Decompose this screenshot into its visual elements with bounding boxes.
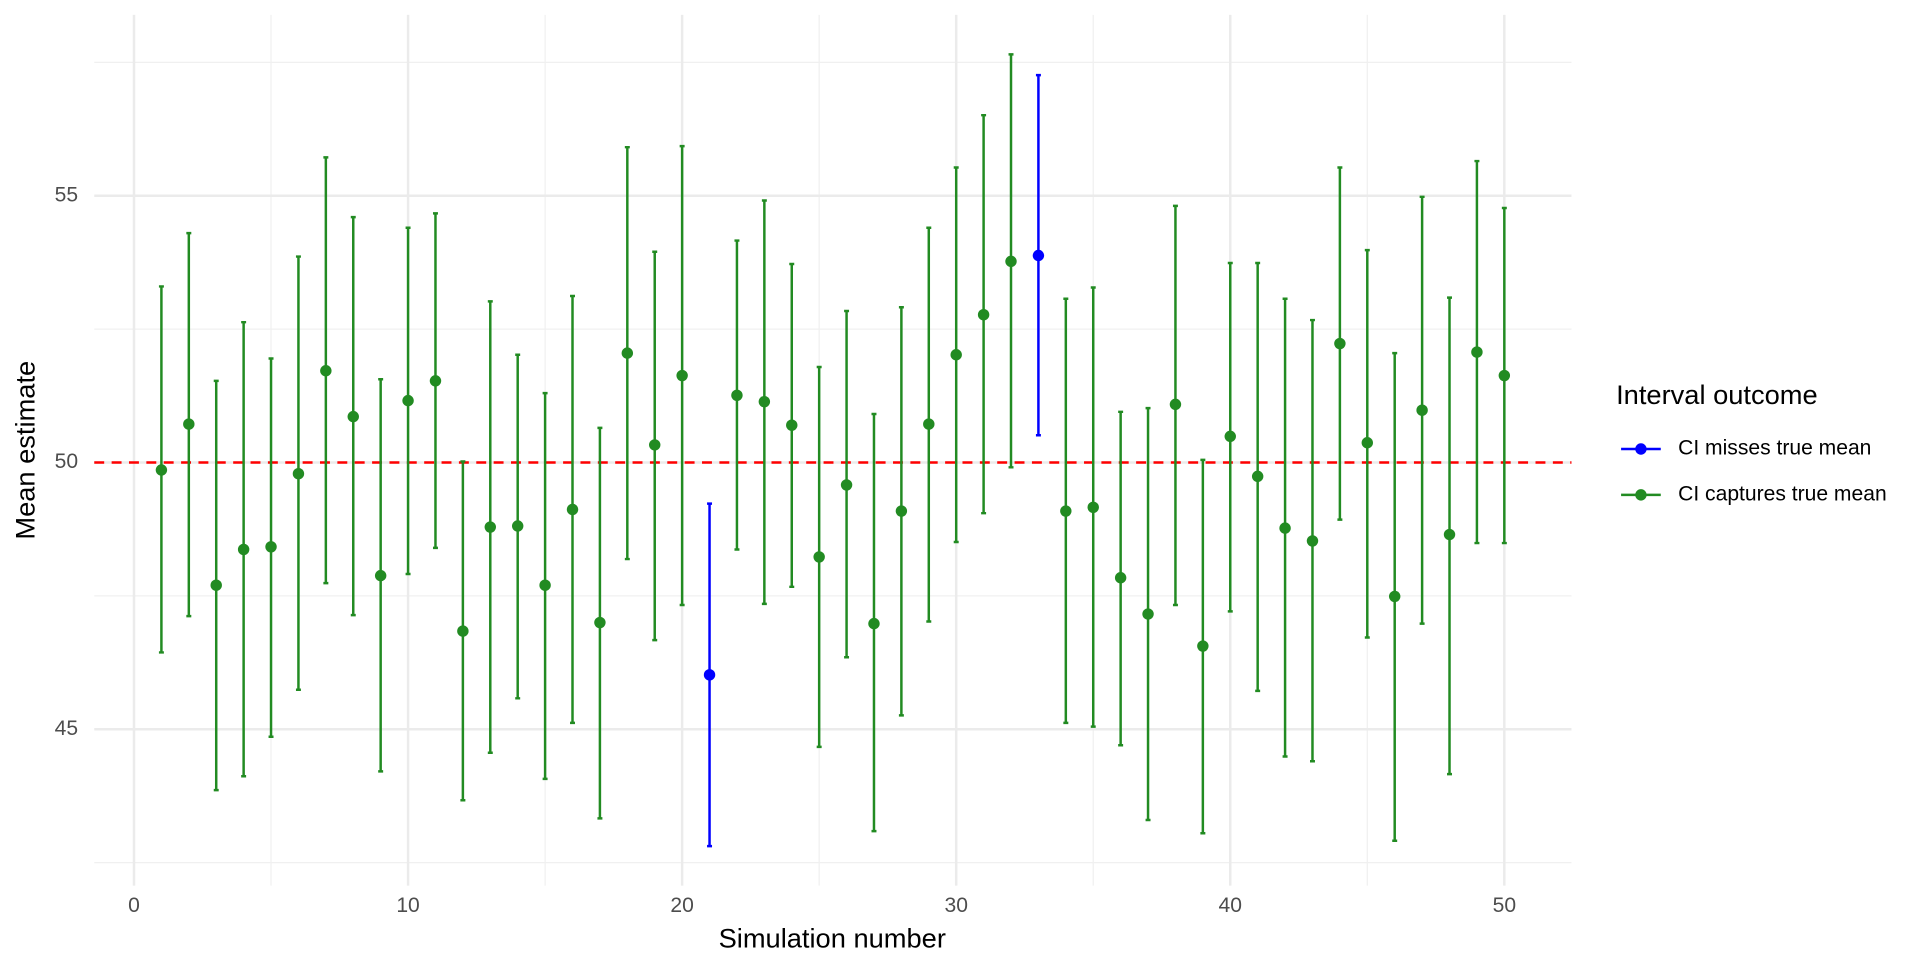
x-tick-label: 10 <box>396 894 419 917</box>
point <box>1279 522 1291 534</box>
point <box>347 410 359 423</box>
point <box>840 479 853 491</box>
point <box>566 503 579 516</box>
point <box>950 349 962 361</box>
point <box>457 625 469 637</box>
point <box>1306 535 1319 547</box>
point <box>977 309 990 321</box>
point <box>1224 430 1236 443</box>
point <box>786 419 798 431</box>
point <box>374 569 387 582</box>
point <box>210 579 222 591</box>
point <box>320 365 332 377</box>
point <box>183 418 195 430</box>
grid <box>94 14 1572 886</box>
point <box>1087 501 1099 514</box>
legend-key-point <box>1635 443 1647 455</box>
point <box>703 669 716 681</box>
point <box>923 418 935 430</box>
point <box>1169 398 1182 411</box>
x-axis-title: Simulation number <box>719 922 946 953</box>
y-tick-label: 55 <box>55 183 78 206</box>
marks <box>94 53 1572 848</box>
y-tick-label: 50 <box>55 450 78 473</box>
point <box>1361 437 1373 449</box>
point <box>649 439 661 451</box>
point <box>429 375 442 387</box>
point <box>1060 505 1072 517</box>
point <box>1416 404 1428 416</box>
legend-label: CI captures true mean <box>1678 482 1887 505</box>
point <box>676 369 688 382</box>
point <box>1005 255 1017 268</box>
point <box>868 617 880 630</box>
point <box>1498 369 1511 382</box>
point <box>539 579 551 591</box>
point <box>813 551 825 563</box>
point <box>594 616 606 629</box>
point <box>731 389 743 401</box>
x-tick-label: 0 <box>128 894 140 917</box>
legend-label: CI misses true mean <box>1678 437 1871 460</box>
point <box>1334 337 1346 350</box>
point <box>1443 528 1456 541</box>
point <box>1388 590 1401 603</box>
point <box>402 394 414 407</box>
point <box>484 521 496 533</box>
point <box>758 395 771 408</box>
y-axis-title: Mean estimate <box>9 361 40 540</box>
point <box>292 468 305 480</box>
point <box>155 464 168 476</box>
x-tick-label: 30 <box>944 894 967 917</box>
point <box>265 541 277 553</box>
y-tick-label: 45 <box>55 717 78 740</box>
point <box>621 347 634 359</box>
point <box>237 543 250 556</box>
point <box>1197 640 1209 652</box>
point <box>895 505 908 517</box>
legend-title: Interval outcome <box>1616 379 1818 410</box>
point <box>1142 608 1154 620</box>
legend-key-point <box>1635 489 1647 501</box>
point <box>1114 572 1127 584</box>
point <box>511 520 524 532</box>
point <box>1251 470 1264 483</box>
point <box>1032 249 1045 262</box>
x-tick-label: 40 <box>1219 894 1242 917</box>
point <box>1471 346 1483 358</box>
x-tick-label: 50 <box>1493 894 1516 917</box>
x-tick-label: 20 <box>670 894 693 917</box>
